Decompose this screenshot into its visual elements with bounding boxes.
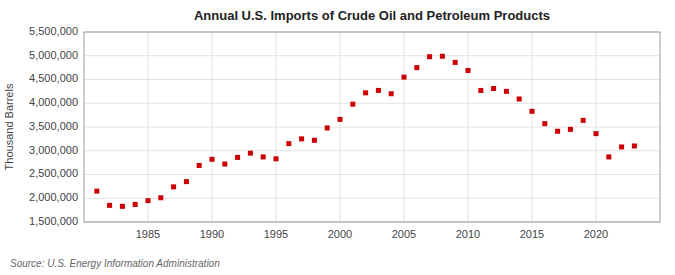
point [619, 144, 624, 149]
point [133, 202, 138, 207]
x-grid-line [468, 32, 469, 222]
y-tick-label: 5,500,000 [29, 25, 78, 37]
point [274, 156, 279, 161]
point [389, 91, 394, 96]
x-grid-line [276, 32, 277, 222]
y-tick-label: 5,000,000 [29, 49, 78, 61]
x-tick-label: 2020 [584, 228, 608, 240]
point [235, 155, 240, 160]
y-tick-label: 2,000,000 [29, 191, 78, 203]
point [478, 88, 483, 93]
title: Annual U.S. Imports of Crude Oil and Pet… [194, 8, 550, 23]
x-grid-line [148, 32, 149, 222]
point [504, 89, 509, 94]
point [184, 179, 189, 184]
point [555, 129, 560, 134]
point [402, 75, 407, 80]
point [517, 96, 522, 101]
x-tick-label: 2015 [520, 228, 544, 240]
point [338, 117, 343, 122]
point [312, 138, 317, 143]
point [120, 204, 125, 209]
y-grid-line [84, 103, 660, 104]
x-tick-label: 2010 [456, 228, 480, 240]
y-tick-label: 3,500,000 [29, 120, 78, 132]
x-grid-line [340, 32, 341, 222]
point [325, 125, 330, 130]
y-tick-label: 4,500,000 [29, 72, 78, 84]
x-tick-label: 1990 [200, 228, 224, 240]
point [350, 102, 355, 107]
y-grid-line [84, 127, 660, 128]
source-note: Source: U.S. Energy Information Administ… [10, 258, 220, 269]
point [466, 68, 471, 73]
x-tick-label: 1985 [136, 228, 160, 240]
x-grid-line [596, 32, 597, 222]
y-grid-line [84, 174, 660, 175]
point [94, 189, 99, 194]
point [248, 151, 253, 156]
point [107, 203, 112, 208]
y-grid-line [84, 79, 660, 80]
point [440, 54, 445, 59]
y-axis-label: Thousand Barrels [3, 83, 15, 170]
point [146, 198, 151, 203]
point [210, 157, 215, 162]
point [453, 60, 458, 65]
point [222, 162, 227, 167]
point [606, 154, 611, 159]
x-tick-label: 2005 [392, 228, 416, 240]
point [261, 154, 266, 159]
x-grid-line [404, 32, 405, 222]
x-tick-label: 2000 [328, 228, 352, 240]
y-tick-label: 1,500,000 [29, 215, 78, 227]
point [299, 136, 304, 141]
points [94, 54, 637, 209]
point [158, 195, 163, 200]
y-grid-line [84, 150, 660, 151]
grid [84, 32, 660, 222]
point [363, 90, 368, 95]
x-grid-line [212, 32, 213, 222]
y-tick-label: 2,500,000 [29, 167, 78, 179]
point [491, 86, 496, 91]
point [568, 127, 573, 132]
point [414, 65, 419, 70]
x-grid-line [532, 32, 533, 222]
point [530, 109, 535, 114]
point [581, 118, 586, 123]
point [542, 121, 547, 126]
chart: 1,500,000 2,000,000 2,500,000 3,000,000 3,50… [0, 0, 675, 275]
point [427, 54, 432, 59]
plot-frame [84, 32, 660, 222]
point [594, 131, 599, 136]
y-tick-label: 3,000,000 [29, 144, 78, 156]
axes: 1,500,000 2,000,000 2,500,000 3,000,000 3,50… [29, 25, 660, 240]
point [197, 163, 202, 168]
y-grid-line [84, 198, 660, 199]
point [171, 184, 176, 189]
point [632, 144, 637, 149]
plot-area [84, 32, 660, 222]
y-tick-label: 4,000,000 [29, 96, 78, 108]
y-grid-line [84, 55, 660, 56]
x-tick-label: 1995 [264, 228, 288, 240]
point [286, 141, 291, 146]
point [376, 88, 381, 93]
